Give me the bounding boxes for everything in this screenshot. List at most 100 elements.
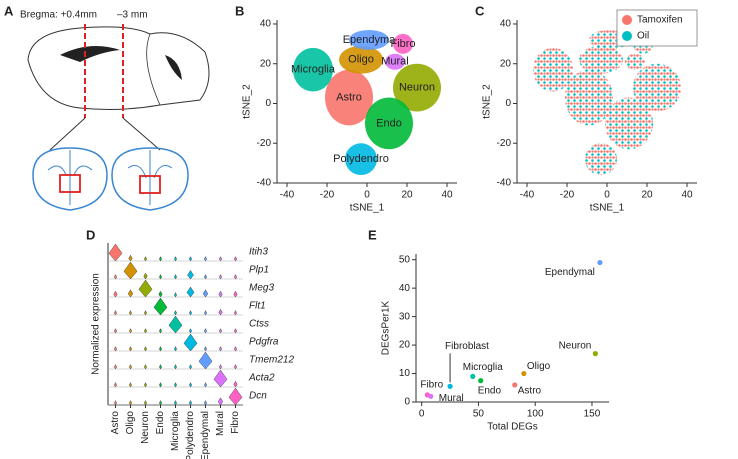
cluster-label: Oligo: [348, 54, 374, 66]
cluster-label: Neuron: [399, 81, 435, 93]
cluster: [293, 47, 333, 92]
x-tick-label: 20: [641, 190, 653, 201]
y-tick-label: 20: [399, 340, 411, 351]
x-tick-label: Polydendro: [185, 411, 196, 459]
violin: [174, 256, 177, 262]
legend-box: [616, 9, 698, 47]
x-axis-title: tSNE_1: [350, 203, 385, 214]
violin: [168, 315, 183, 334]
x-tick-label: 150: [584, 409, 601, 420]
violin: [174, 292, 177, 298]
violin: [144, 382, 147, 388]
violin: [114, 364, 117, 370]
violin: [129, 364, 132, 370]
cluster-label: Ependyma: [343, 34, 396, 46]
y-tick-label: 0: [265, 98, 271, 109]
cluster: [393, 63, 441, 112]
violin: [108, 243, 123, 262]
point-cloud: [585, 143, 617, 176]
violin: [114, 382, 117, 388]
x-tick-label: 0: [419, 409, 425, 420]
violin: [153, 297, 168, 316]
point-label: Fibro: [420, 380, 443, 391]
violin: [129, 400, 132, 406]
violin: [219, 346, 222, 352]
y-tick-label: 0: [505, 98, 511, 109]
point-label: Endo: [478, 385, 502, 396]
cluster-label: Fibro: [390, 38, 415, 50]
violin: [159, 400, 162, 406]
sagittal-outline: [27, 26, 210, 110]
x-tick-label: Mural: [215, 411, 226, 436]
sample-box: [59, 174, 81, 193]
panel-label: D: [86, 227, 95, 242]
y-tick-label: 40: [399, 283, 411, 294]
violin: [189, 328, 192, 334]
y-axis-title: DEGsPer1K: [381, 300, 392, 355]
violin: [183, 333, 198, 352]
violin: [143, 272, 148, 280]
point-cloud: [605, 97, 653, 150]
point-cloud: [625, 53, 645, 70]
x-tick-label: Astro: [110, 411, 121, 435]
violin: [198, 351, 213, 370]
violin: [189, 256, 192, 262]
bregma-label: Bregma: +0.4mm: [20, 10, 97, 21]
x-tick-label: 0: [364, 190, 370, 201]
violin: [144, 328, 147, 334]
violin: [213, 369, 228, 388]
violin: [144, 310, 147, 316]
panel-label: A: [4, 3, 14, 18]
panel-label: C: [475, 3, 485, 18]
cluster-label: Microglia: [291, 64, 336, 76]
gene-label: Dcn: [249, 391, 267, 402]
panel-label: B: [235, 3, 244, 18]
violin: [233, 380, 238, 388]
gene-label: Pdgfra: [249, 337, 279, 348]
posterior-label: –3 mm: [117, 10, 148, 21]
x-axis-title: tSNE_1: [590, 203, 625, 214]
violin: [144, 256, 147, 262]
point-label: Fibroblast: [445, 341, 489, 352]
violin: [218, 308, 223, 316]
violin: [219, 274, 222, 280]
violin: [204, 346, 207, 352]
cluster: [345, 143, 377, 176]
sample-box: [139, 175, 161, 194]
x-tick-label: 100: [527, 409, 544, 420]
violin: [114, 400, 117, 406]
violin: [219, 328, 222, 334]
violin: [219, 256, 222, 262]
violin: [113, 290, 118, 298]
point-cloud: [533, 47, 573, 92]
x-axis-title: Total DEGs: [487, 422, 538, 433]
point-label: Ependymal: [545, 267, 595, 278]
cluster-label: Astro: [336, 91, 362, 103]
violin: [174, 364, 177, 370]
violin: [144, 364, 147, 370]
violin: [114, 346, 117, 352]
point-cloud: [579, 45, 623, 74]
y-tick-label: 0: [404, 397, 410, 408]
x-tick-label: -40: [520, 190, 535, 201]
violin: [129, 346, 132, 352]
y-tick-label: 40: [500, 19, 512, 30]
violin: [144, 400, 147, 406]
violin: [144, 346, 147, 352]
gene-label: Itih3: [249, 247, 268, 258]
violin: [127, 289, 134, 298]
cerebellar-tract: [165, 55, 182, 80]
gene-label: Acta2: [248, 373, 275, 384]
x-tick-label: -20: [560, 190, 575, 201]
violin: [228, 387, 243, 406]
violin: [204, 310, 207, 316]
y-tick-label: -20: [257, 138, 272, 149]
violin: [233, 290, 238, 298]
violin: [186, 286, 195, 298]
point-label: Mural: [439, 393, 464, 404]
violin: [174, 382, 177, 388]
coronal-section: [32, 147, 108, 211]
violin: [204, 328, 207, 334]
violin: [234, 328, 237, 334]
